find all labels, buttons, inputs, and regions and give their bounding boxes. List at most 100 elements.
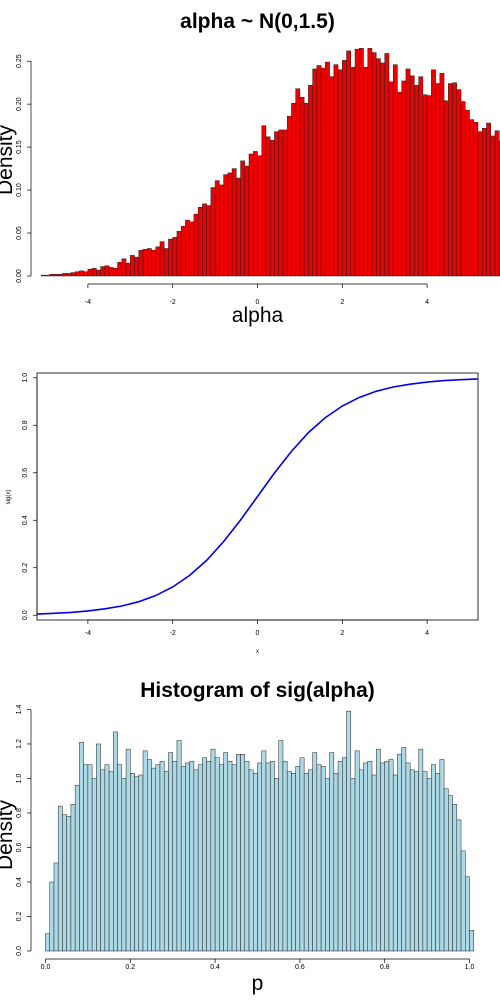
histogram-bar <box>214 757 220 952</box>
histogram-bar <box>83 271 89 277</box>
histogram-bar <box>448 795 453 952</box>
histogram-bar <box>414 84 419 277</box>
histogram-bar <box>303 773 309 952</box>
y-tick-label: 0.10 <box>16 183 23 197</box>
histogram-bar <box>481 127 487 277</box>
histogram-bar <box>79 270 84 277</box>
histogram-bar <box>121 778 127 952</box>
histogram-bar <box>227 172 233 277</box>
histogram-bar <box>155 246 161 277</box>
histogram-bar <box>452 82 458 277</box>
histogram-bar <box>45 274 50 277</box>
histogram-bar <box>223 752 229 952</box>
y-tick-label: 1.4 <box>16 704 23 714</box>
histogram-bar <box>104 265 110 277</box>
histogram-bar <box>210 748 216 952</box>
histogram-bar <box>350 66 356 277</box>
histogram-bar <box>329 76 335 277</box>
histogram-bar <box>367 760 373 952</box>
histogram-bar <box>231 764 237 952</box>
histogram-bar <box>104 764 110 952</box>
histogram-bar <box>66 816 72 952</box>
histogram-bar <box>465 109 470 277</box>
y-tick-label: 0.20 <box>16 97 23 111</box>
histogram-bar <box>240 160 246 277</box>
histogram-bar <box>316 764 322 952</box>
histogram-bar <box>388 759 394 952</box>
histogram-bar <box>57 274 63 277</box>
histogram-bar <box>185 762 190 952</box>
histogram-bar <box>371 52 377 277</box>
histogram-bar <box>210 187 216 277</box>
histogram-bar <box>342 60 347 277</box>
x-axis-label: alpha <box>232 304 284 327</box>
histogram-bar <box>431 69 436 277</box>
y-tick-label: 0.6 <box>22 468 29 478</box>
histogram-bar <box>155 764 161 952</box>
histogram-bar <box>142 249 148 277</box>
histogram-bar <box>473 121 479 277</box>
histogram-bar <box>206 205 212 277</box>
histogram-bar <box>329 752 335 952</box>
histogram-bar <box>70 272 76 277</box>
y-axis-label: sig(x) <box>6 490 12 505</box>
histogram-bar <box>248 153 254 277</box>
sigmoid-line-plot: 0.0 0.2 0.4 0.6 0.8 1.0 -4 -2 0 2 4 x sig(x) <box>6 372 479 655</box>
histogram-bar <box>409 75 415 277</box>
histogram-bar <box>342 757 347 952</box>
x-tick-label: -2 <box>170 299 176 306</box>
histogram-bar <box>431 764 436 952</box>
histogram-bar <box>257 155 262 277</box>
histogram-bar <box>159 760 165 952</box>
histogram-bar <box>354 750 360 952</box>
histogram-bar <box>185 219 190 277</box>
histogram-bar <box>456 819 462 952</box>
histogram-bar <box>320 67 326 277</box>
histogram-bar <box>299 757 305 952</box>
histogram-bar <box>397 754 402 952</box>
histogram-bar <box>206 760 212 952</box>
chart-title: alpha ~ N(0,1.5) <box>180 10 335 33</box>
histogram-bar <box>405 762 411 952</box>
histogram-bar <box>359 769 364 952</box>
alpha-histogram: alpha ~ N(0,1.5) 0.00 0.05 0.10 0.15 0.20 0.25… <box>0 10 500 327</box>
histogram-bar <box>117 262 123 277</box>
histogram-bar <box>380 762 385 952</box>
histogram-bar <box>168 238 173 277</box>
y-tick-label: 0.4 <box>22 515 29 525</box>
histogram-bar <box>469 119 475 277</box>
histogram-bar <box>414 771 419 952</box>
y-tick-label: 0.2 <box>16 912 23 922</box>
y-tick-label: 0.00 <box>16 269 23 283</box>
y-tick-label: 0.0 <box>16 946 23 956</box>
histogram-bar <box>40 274 46 277</box>
histogram-bar <box>142 750 148 952</box>
histogram-bar <box>286 115 292 277</box>
histogram-bar <box>426 95 432 277</box>
y-tick-label: 0.05 <box>16 226 23 240</box>
histogram-bar <box>320 766 326 952</box>
histogram-bar <box>66 273 72 277</box>
histogram-bar <box>333 773 339 952</box>
histogram-bar <box>439 72 445 277</box>
histogram-bar <box>257 762 262 952</box>
histogram-bar <box>265 762 271 952</box>
histogram-bar <box>261 750 267 952</box>
histogram-bar <box>70 804 76 952</box>
histogram-bar <box>274 778 279 952</box>
histogram-bar <box>337 760 343 952</box>
histogram-bar <box>159 241 165 277</box>
histogram-bar <box>147 759 152 952</box>
histogram-bar <box>269 139 275 277</box>
histogram-bar <box>87 268 93 277</box>
histogram-bar <box>253 151 258 277</box>
histogram-bar <box>189 760 195 952</box>
histogram-bar <box>274 131 279 277</box>
histogram-bar <box>240 754 246 952</box>
y-tick-label: 0.6 <box>16 843 23 853</box>
histogram-bar <box>494 130 500 277</box>
histogram-bar <box>359 48 364 277</box>
histogram-bar <box>91 268 97 277</box>
histogram-bar <box>117 764 123 952</box>
histogram-bar <box>325 61 330 277</box>
